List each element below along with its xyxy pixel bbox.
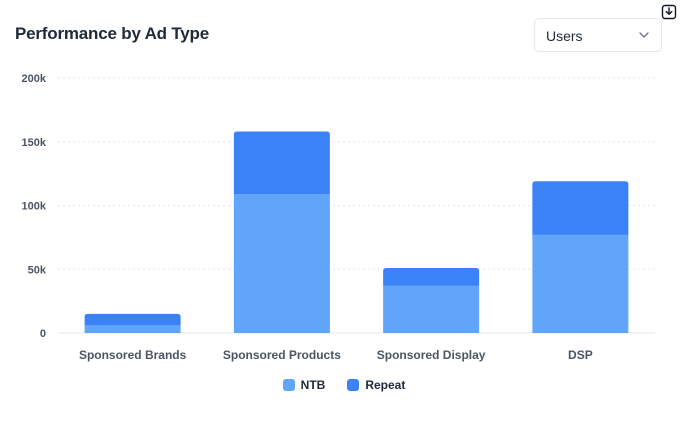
chevron-down-icon xyxy=(639,32,649,38)
bar-segment-ntb xyxy=(84,325,181,333)
bar-segment-repeat xyxy=(383,267,480,286)
metric-select-value: Users xyxy=(546,28,583,44)
bar-segment-ntb xyxy=(233,194,330,333)
y-tick-label: 100k xyxy=(22,201,47,213)
metric-select[interactable]: Users xyxy=(534,18,662,52)
legend-label-repeat: Repeat xyxy=(365,378,406,392)
chart-legend: NTB Repeat xyxy=(0,378,688,392)
y-tick-label: 0 xyxy=(40,328,46,340)
x-tick-label: Sponsored Display xyxy=(377,348,486,362)
bar-segment-repeat xyxy=(84,313,181,326)
y-tick-label: 50k xyxy=(28,264,47,276)
bar-chart: 0 50k 100k 150k 200k Sponsored Brands Sponsore… xyxy=(22,73,655,362)
chart-title: Performance by Ad Type xyxy=(15,24,209,43)
legend-item-repeat[interactable]: Repeat xyxy=(347,378,405,392)
legend-swatch-repeat xyxy=(347,379,360,391)
x-tick-label: DSP xyxy=(568,348,593,362)
legend-label-ntb: NTB xyxy=(300,378,326,392)
legend-item-ntb[interactable]: NTB xyxy=(282,378,326,392)
bar-segment-ntb xyxy=(532,234,629,333)
x-tick-label: Sponsored Products xyxy=(223,348,341,362)
y-tick-label: 150k xyxy=(22,137,47,149)
download-icon[interactable] xyxy=(661,4,677,20)
bar-segment-repeat xyxy=(532,181,629,235)
y-tick-label: 200k xyxy=(22,73,47,85)
x-tick-label: Sponsored Brands xyxy=(79,348,187,362)
bar-segment-repeat xyxy=(233,131,330,195)
bar-segment-ntb xyxy=(383,285,480,333)
legend-swatch-ntb xyxy=(282,379,295,391)
